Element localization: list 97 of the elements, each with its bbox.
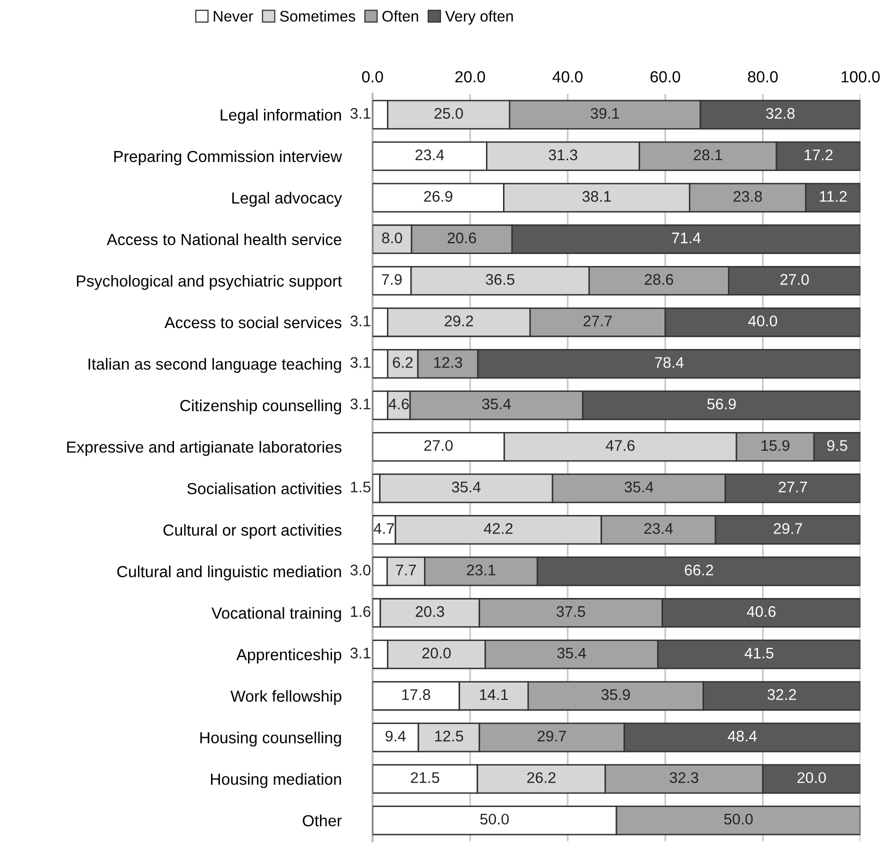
y-tick-label: Cultural and linguistic mediation — [117, 566, 341, 580]
data-label: 3.1 — [350, 316, 370, 326]
data-label: 20.6 — [448, 232, 476, 244]
data-label: 12.5 — [435, 730, 464, 742]
data-label: 12.3 — [434, 357, 462, 368]
data-label: 48.4 — [728, 730, 757, 742]
legend-label: Sometimes — [280, 10, 356, 22]
data-label: 8.0 — [382, 232, 402, 244]
data-label: 32.8 — [766, 108, 795, 119]
x-tick-label: 100.0 — [842, 71, 880, 82]
data-label: 32.2 — [768, 689, 796, 700]
data-label: 66.2 — [684, 564, 714, 576]
x-tick-label: 60.0 — [650, 71, 680, 82]
data-label: 6.2 — [392, 357, 413, 368]
data-label: 42.2 — [484, 523, 513, 534]
data-label: 27.0 — [780, 274, 809, 285]
data-label: 3.0 — [350, 564, 370, 576]
y-tick-label: Work fellowship — [230, 690, 342, 705]
data-label: 27.7 — [778, 482, 807, 492]
y-tick-label: Expressive and artigianate laboratories — [67, 441, 342, 456]
data-label: 7.9 — [382, 274, 402, 285]
data-label: 23.4 — [416, 149, 444, 160]
data-label: 23.4 — [644, 523, 673, 534]
data-label: 41.5 — [744, 648, 774, 658]
x-tick-label: 0.0 — [362, 71, 384, 82]
data-label: 50.0 — [480, 814, 509, 825]
data-label: 20.0 — [798, 772, 826, 784]
y-tick-label: Access to social services — [164, 316, 342, 328]
data-label: 3.1 — [350, 357, 370, 368]
data-label: 15.9 — [762, 440, 790, 451]
data-label: 1.5 — [351, 482, 370, 492]
data-label: 71.4 — [672, 232, 701, 244]
legend-label: Very often — [445, 10, 513, 25]
data-label: 36.5 — [486, 274, 514, 285]
data-label: 35.9 — [601, 689, 630, 700]
data-label: 25.0 — [434, 108, 463, 119]
data-label: 26.2 — [527, 772, 556, 784]
x-tick-label: 20.0 — [455, 71, 486, 82]
data-label: 23.1 — [466, 564, 496, 576]
y-tick-label: Other — [302, 814, 342, 826]
data-label: 14.1 — [480, 689, 508, 700]
data-label: 27.7 — [584, 316, 612, 326]
y-tick-label: Vocational training — [212, 607, 341, 622]
data-label: 35.4 — [452, 482, 481, 492]
data-label: 28.1 — [694, 149, 722, 160]
data-label: 7.7 — [396, 564, 416, 576]
data-label: 38.1 — [582, 191, 611, 202]
y-tick-label: Psychological and psychiatric support — [76, 274, 342, 290]
data-label: 21.5 — [410, 772, 440, 784]
y-tick-label: Legal advocacy — [232, 192, 342, 207]
data-label: 29.7 — [538, 730, 566, 742]
data-label: 39.1 — [590, 108, 620, 119]
data-label: 28.6 — [644, 274, 674, 285]
y-tick-label: Preparing Commission interview — [114, 150, 342, 166]
data-label: 9.5 — [827, 440, 848, 451]
data-label: 35.4 — [624, 482, 654, 492]
data-label: 78.4 — [655, 357, 684, 368]
data-label: 11.2 — [820, 191, 847, 202]
y-tick-label: Cultural or sport activities — [164, 524, 342, 539]
data-label: 37.5 — [556, 606, 586, 617]
data-label: 17.8 — [402, 689, 430, 700]
data-label: 40.0 — [748, 316, 778, 326]
data-label: 9.4 — [386, 730, 406, 742]
data-label: 23.8 — [734, 191, 762, 202]
y-tick-label: Access to National health service — [106, 233, 342, 246]
data-label: 27.0 — [424, 440, 453, 451]
data-label: 20.3 — [416, 606, 444, 617]
x-tick-label: 40.0 — [552, 71, 583, 82]
data-label: 29.7 — [774, 523, 802, 534]
data-label: 56.9 — [707, 398, 736, 410]
y-tick-label: Legal information — [220, 108, 341, 124]
data-label: 31.3 — [548, 149, 578, 160]
data-label: 20.0 — [422, 648, 451, 658]
y-tick-label: Citizenship counselling — [180, 400, 341, 414]
data-label: 35.4 — [557, 648, 586, 658]
y-tick-label: Housing counselling — [200, 732, 341, 747]
y-tick-label: Housing mediation — [211, 773, 341, 788]
data-label: 3.1 — [350, 398, 370, 410]
legend-label: Often — [382, 10, 418, 22]
x-tick-label: 80.0 — [748, 71, 778, 82]
data-label: 4.7 — [374, 523, 394, 534]
data-label: 35.4 — [482, 398, 511, 410]
y-tick-label: Italian as second language teaching — [88, 358, 341, 373]
data-label: 26.9 — [424, 191, 452, 202]
data-label: 1.6 — [351, 606, 370, 617]
data-label: 32.3 — [670, 772, 698, 784]
data-label: 17.2 — [804, 149, 833, 160]
data-label: 29.2 — [444, 316, 473, 326]
y-tick-label: Socialisation activities — [187, 482, 342, 494]
y-tick-label: Apprenticeship — [236, 648, 342, 664]
legend-label: Never — [214, 11, 254, 22]
data-label: 40.6 — [746, 606, 776, 617]
data-label: 50.0 — [724, 814, 753, 825]
data-label: 4.6 — [388, 398, 409, 410]
data-label: 3.1 — [350, 648, 370, 658]
data-label: 3.1 — [350, 108, 370, 119]
data-label: 47.6 — [606, 440, 635, 451]
